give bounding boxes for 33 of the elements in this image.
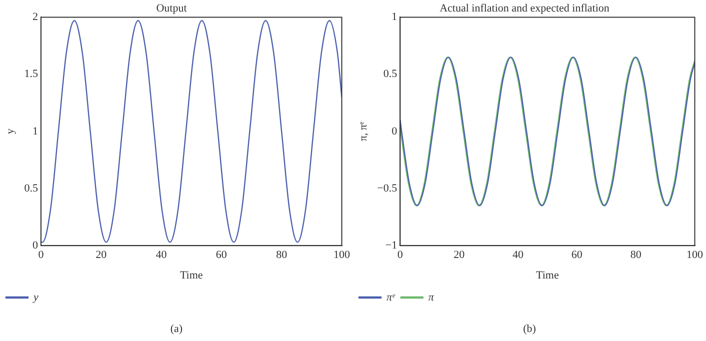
y-axis-title: π, πᵉ <box>357 122 370 142</box>
x-tick-label: 20 <box>454 249 466 262</box>
line-series <box>400 56 695 206</box>
x-tick-label: 20 <box>96 249 108 262</box>
x-tick-label: 40 <box>512 249 524 262</box>
x-tick-label: 80 <box>276 249 288 262</box>
y-tick-label: 1 <box>392 11 398 24</box>
y-tick-label: 0.5 <box>24 182 38 194</box>
y-tick-label: 2 <box>32 11 38 24</box>
text: (a) <box>170 322 183 335</box>
text: (b) <box>523 322 536 335</box>
x-tick-label: 60 <box>216 249 228 262</box>
x-tick-label: 80 <box>630 249 642 262</box>
y-axis-title: y <box>4 128 16 134</box>
x-axis-title: Time <box>180 269 203 282</box>
y-tick-label: −1 <box>385 239 398 252</box>
y-tick-label: 0 <box>32 239 38 252</box>
line-series <box>40 20 342 243</box>
chart-title: Actual inflation and expected inflation <box>440 2 610 14</box>
y-tick-label: −0.5 <box>377 182 398 194</box>
y-tick-label: 0.5 <box>383 68 398 80</box>
chart-title: Output <box>156 2 187 14</box>
y-tick-label: 1.5 <box>24 68 38 80</box>
x-tick-label: 100 <box>334 249 350 262</box>
x-tick-label: 60 <box>571 249 583 262</box>
x-axis-title: Time <box>536 269 559 282</box>
legend-label: y <box>32 291 38 304</box>
legend-label: π <box>428 291 434 304</box>
y-tick-label: 1 <box>32 125 38 138</box>
legend-label: πᵉ <box>386 291 396 304</box>
y-tick-label: 0 <box>392 125 398 138</box>
x-tick-label: 100 <box>686 249 704 262</box>
x-tick-label: 40 <box>156 249 168 262</box>
